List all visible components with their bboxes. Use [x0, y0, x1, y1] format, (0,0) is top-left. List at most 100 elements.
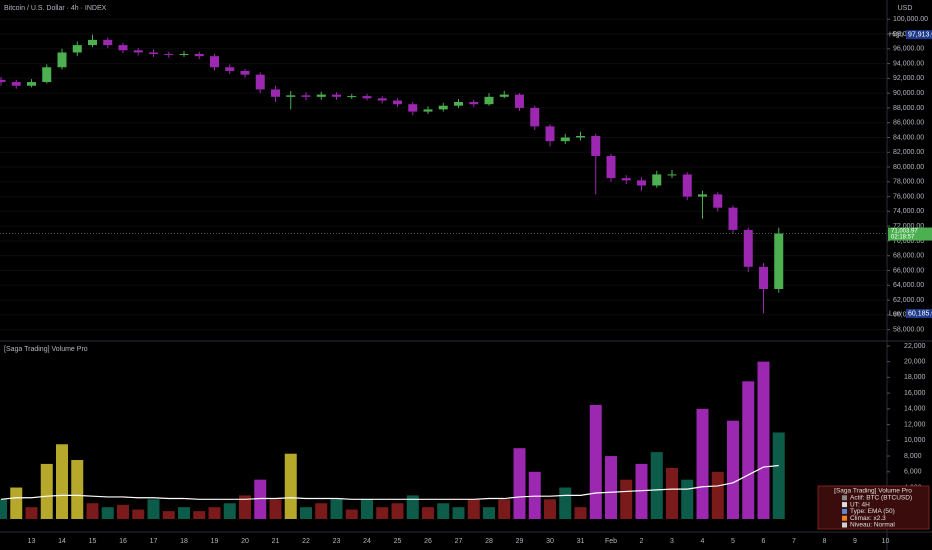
- x-tick-label: 8: [823, 538, 827, 545]
- volume-bar: [178, 507, 190, 519]
- volume-bar: [223, 503, 236, 519]
- y-tick-label: 70,000.00: [893, 238, 924, 245]
- last-price-box: [888, 227, 932, 241]
- volume-bar: [40, 463, 53, 519]
- candle-body: [591, 136, 601, 156]
- x-tick-label: 6: [762, 538, 766, 545]
- y-tick-label: 82,000.00: [893, 149, 924, 156]
- candle-body: [301, 95, 311, 97]
- candle-body: [698, 194, 707, 197]
- volume-bar: [696, 408, 709, 519]
- volume-bar: [727, 420, 739, 519]
- candle-body: [743, 229, 753, 267]
- volume-bar: [147, 499, 160, 519]
- volume-bar: [86, 503, 99, 519]
- y-tick-label: 14,000: [904, 406, 926, 413]
- volume-bar: [711, 471, 724, 519]
- y-tick-label: 90,000.00: [893, 90, 924, 97]
- info-text: Actif: BTC (BTCUSD): [850, 495, 912, 502]
- x-tick-label: 24: [363, 538, 371, 545]
- candle-body: [682, 174, 692, 197]
- candle-body: [728, 207, 738, 230]
- y-tick-label: 76,000.00: [893, 193, 924, 200]
- candle-body: [149, 52, 158, 54]
- volume-bar: [559, 487, 572, 519]
- candle-body: [377, 98, 387, 101]
- x-tick-label: 13: [28, 538, 36, 545]
- price-marker-text: High: [889, 31, 904, 38]
- candle-body: [621, 178, 631, 181]
- y-tick-label: 62,000.00: [893, 297, 924, 304]
- volume-bar: [483, 507, 495, 519]
- candle-body: [408, 104, 418, 112]
- ema-line: [0, 464, 779, 500]
- volume-bar: [132, 509, 145, 519]
- x-tick-label: 31: [577, 538, 585, 545]
- pane-title: [Saga Trading] Volume Pro: [4, 346, 88, 353]
- volume-bar: [513, 448, 526, 519]
- x-tick-label: 29: [516, 538, 524, 545]
- x-tick-label: 20: [241, 538, 249, 545]
- y-tick-label: 66,000.00: [893, 267, 924, 274]
- volume-bar: [589, 404, 602, 519]
- x-tick-label: 19: [211, 538, 219, 545]
- y-tick-label: 92,000.00: [893, 75, 924, 82]
- x-tick-label: 25: [394, 538, 402, 545]
- candle-body: [499, 94, 509, 97]
- candle-body: [606, 155, 616, 179]
- x-tick-label: 21: [272, 538, 280, 545]
- x-tick-label: 14: [58, 538, 66, 545]
- volume-bar: [467, 499, 480, 519]
- candle-body: [332, 94, 341, 97]
- candle-body: [133, 50, 143, 53]
- y-tick-label: 68,000.00: [893, 253, 924, 260]
- y-tick-label: 86,000.00: [893, 120, 924, 127]
- volume-bar: [620, 479, 633, 519]
- info-text: Climax: x2.3: [850, 515, 886, 522]
- y-tick-label: 72,000.00: [893, 223, 924, 230]
- x-tick-label: 10: [882, 538, 890, 545]
- last-price-label: 71,003.97: [891, 229, 918, 235]
- y-tick-label: 100,000.00: [893, 16, 928, 23]
- y-tick-label: 94,000.00: [893, 60, 924, 67]
- candle-body: [57, 52, 67, 68]
- x-tick-label: 4: [701, 538, 705, 545]
- candle-body: [393, 100, 402, 105]
- y-tick-label: 16,000: [904, 390, 926, 397]
- x-tick-label: Feb: [605, 538, 617, 545]
- candle-body: [316, 94, 326, 97]
- candle-body: [11, 82, 21, 86]
- volume-bar: [25, 507, 38, 519]
- info-icon: [842, 515, 847, 521]
- volume-bar: [300, 507, 312, 519]
- price-marker-label: 97,913.08: [908, 31, 932, 38]
- candle-body: [515, 94, 524, 108]
- volume-bar: [376, 507, 389, 519]
- y-tick-label: 20,000: [904, 359, 926, 366]
- volume-bar: [10, 487, 23, 519]
- candle-body: [194, 53, 204, 57]
- candle-body: [667, 174, 677, 176]
- x-tick-label: 28: [485, 538, 493, 545]
- y-tick-label: 64,000.00: [893, 282, 924, 289]
- info-box: [817, 485, 930, 530]
- x-tick-label: 17: [150, 538, 158, 545]
- candle-body: [438, 105, 448, 110]
- candle-body: [27, 82, 36, 86]
- candle-body: [88, 39, 97, 46]
- volume-bar: [193, 511, 206, 519]
- volume-bar: [315, 503, 328, 519]
- volume-bar: [544, 499, 556, 519]
- candle-body: [0, 79, 6, 83]
- x-tick-label: 15: [89, 538, 97, 545]
- price-marker-text: Low: [889, 310, 903, 317]
- info-text: Niveau: Normal: [850, 522, 895, 529]
- candle-body: [164, 53, 174, 55]
- x-tick-label: 5: [731, 538, 735, 545]
- info-icon: [842, 522, 847, 528]
- candle-body: [271, 89, 280, 97]
- volume-bar: [391, 503, 404, 519]
- volume-bar: [406, 495, 419, 519]
- candle-body: [713, 194, 723, 208]
- volume-bar: [681, 479, 694, 519]
